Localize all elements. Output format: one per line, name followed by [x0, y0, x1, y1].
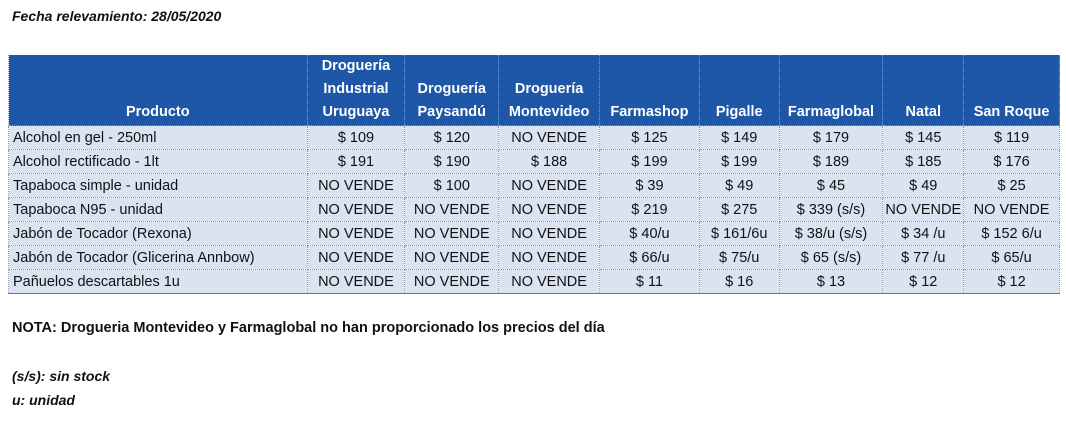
column-header-2: Droguería Paysandú — [404, 55, 500, 126]
price-cell: $ 12 — [963, 269, 1060, 294]
price-cell: NO VENDE — [963, 197, 1060, 222]
price-cell: $ 65/u — [963, 245, 1060, 270]
price-cell: $ 185 — [882, 149, 965, 174]
column-header-8: San Roque — [963, 55, 1060, 126]
table-row: Tapaboca simple - unidad NO VENDE $ 100 NO … — [8, 173, 1060, 198]
price-cell: NO VENDE — [306, 269, 406, 294]
price-cell: $ 120 — [404, 125, 500, 150]
price-cell: $ 149 — [698, 125, 780, 150]
price-cell: $ 77 /u — [882, 245, 965, 270]
column-header-7: Natal — [882, 55, 965, 126]
table-row: Pañuelos descartables 1u NO VENDE NO VENDE… — [8, 269, 1060, 294]
product-name-cell: Tapaboca N95 - unidad — [8, 197, 308, 222]
column-header-producto: Producto — [8, 55, 308, 126]
product-name-cell: Jabón de Tocador (Glicerina Annbow) — [8, 245, 308, 270]
price-cell: $ 161/6u — [698, 221, 780, 246]
price-cell: $ 45 — [778, 173, 884, 198]
table-row: Jabón de Tocador (Rexona) NO VENDE NO VEND… — [8, 221, 1060, 246]
price-cell: NO VENDE — [404, 221, 500, 246]
product-name-cell: Alcohol en gel - 250ml — [8, 125, 308, 150]
price-cell: $ 65 (s/s) — [778, 245, 884, 270]
price-cell: NO VENDE — [306, 173, 406, 198]
price-cell: NO VENDE — [404, 269, 500, 294]
price-cell: NO VENDE — [404, 197, 500, 222]
price-cell: NO VENDE — [306, 245, 406, 270]
price-cell: $ 25 — [963, 173, 1060, 198]
price-cell: NO VENDE — [498, 269, 601, 294]
price-cell: $ 49 — [698, 173, 780, 198]
column-header-5: Pigalle — [698, 55, 780, 126]
price-cell: $ 189 — [778, 149, 884, 174]
price-cell: $ 75/u — [698, 245, 780, 270]
survey-date: Fecha relevamiento: 28/05/2020 — [12, 8, 222, 24]
price-cell: $ 176 — [963, 149, 1060, 174]
price-cell: $ 145 — [882, 125, 965, 150]
price-cell: $ 16 — [698, 269, 780, 294]
price-cell: $ 152 6/u — [963, 221, 1060, 246]
price-cell: $ 109 — [306, 125, 406, 150]
price-cell: $ 219 — [599, 197, 700, 222]
note-text: NOTA: Drogueria Montevideo y Farmaglobal… — [12, 320, 605, 336]
price-cell: $ 49 — [882, 173, 965, 198]
price-cell: $ 13 — [778, 269, 884, 294]
price-cell: $ 119 — [963, 125, 1060, 150]
price-cell: $ 38/u (s/s) — [778, 221, 884, 246]
product-name-cell: Alcohol rectificado - 1lt — [8, 149, 308, 174]
price-cell: $ 199 — [698, 149, 780, 174]
price-cell: NO VENDE — [306, 221, 406, 246]
price-cell: $ 34 /u — [882, 221, 965, 246]
price-cell: $ 191 — [306, 149, 406, 174]
price-cell: $ 125 — [599, 125, 700, 150]
price-cell: NO VENDE — [498, 125, 601, 150]
table-row: Alcohol en gel - 250ml $ 109 $ 120 NO VENDE… — [8, 125, 1060, 150]
price-cell: $ 40/u — [599, 221, 700, 246]
price-cell: NO VENDE — [306, 197, 406, 222]
column-header-1: Droguería Industrial Uruguaya — [306, 55, 406, 126]
column-header-4: Farmashop — [599, 55, 700, 126]
price-table: Producto Droguería Industrial Uruguaya Dro… — [8, 55, 1060, 294]
price-cell: $ 199 — [599, 149, 700, 174]
product-name-cell: Pañuelos descartables 1u — [8, 269, 308, 294]
table-row: Jabón de Tocador (Glicerina Annbow) NO VE… — [8, 245, 1060, 270]
price-cell: NO VENDE — [404, 245, 500, 270]
price-cell: $ 11 — [599, 269, 700, 294]
table-header-row: Producto Droguería Industrial Uruguaya Dro… — [8, 55, 1060, 126]
column-header-6: Farmaglobal — [778, 55, 884, 126]
price-cell: $ 39 — [599, 173, 700, 198]
price-cell: NO VENDE — [498, 197, 601, 222]
price-cell: $ 66/u — [599, 245, 700, 270]
product-name-cell: Jabón de Tocador (Rexona) — [8, 221, 308, 246]
table-row: Alcohol rectificado - 1lt $ 191 $ 190 $ 188… — [8, 149, 1060, 174]
legend-sin-stock: (s/s): sin stock — [12, 368, 111, 384]
column-header-3: Droguería Montevideo — [498, 55, 601, 126]
price-cell: $ 190 — [404, 149, 500, 174]
price-cell: NO VENDE — [498, 221, 601, 246]
price-cell: NO VENDE — [882, 197, 965, 222]
price-cell: $ 275 — [698, 197, 780, 222]
table-row: Tapaboca N95 - unidad NO VENDE NO VENDE NO … — [8, 197, 1060, 222]
price-cell: $ 339 (s/s) — [778, 197, 884, 222]
price-cell: NO VENDE — [498, 173, 601, 198]
table-body: Alcohol en gel - 250ml $ 109 $ 120 NO VENDE… — [8, 125, 1060, 294]
price-cell: $ 179 — [778, 125, 884, 150]
price-cell: NO VENDE — [498, 245, 601, 270]
legend-unidad: u: unidad — [12, 392, 75, 408]
price-cell: $ 100 — [404, 173, 500, 198]
price-cell: $ 12 — [882, 269, 965, 294]
product-name-cell: Tapaboca simple - unidad — [8, 173, 308, 198]
price-cell: $ 188 — [498, 149, 601, 174]
